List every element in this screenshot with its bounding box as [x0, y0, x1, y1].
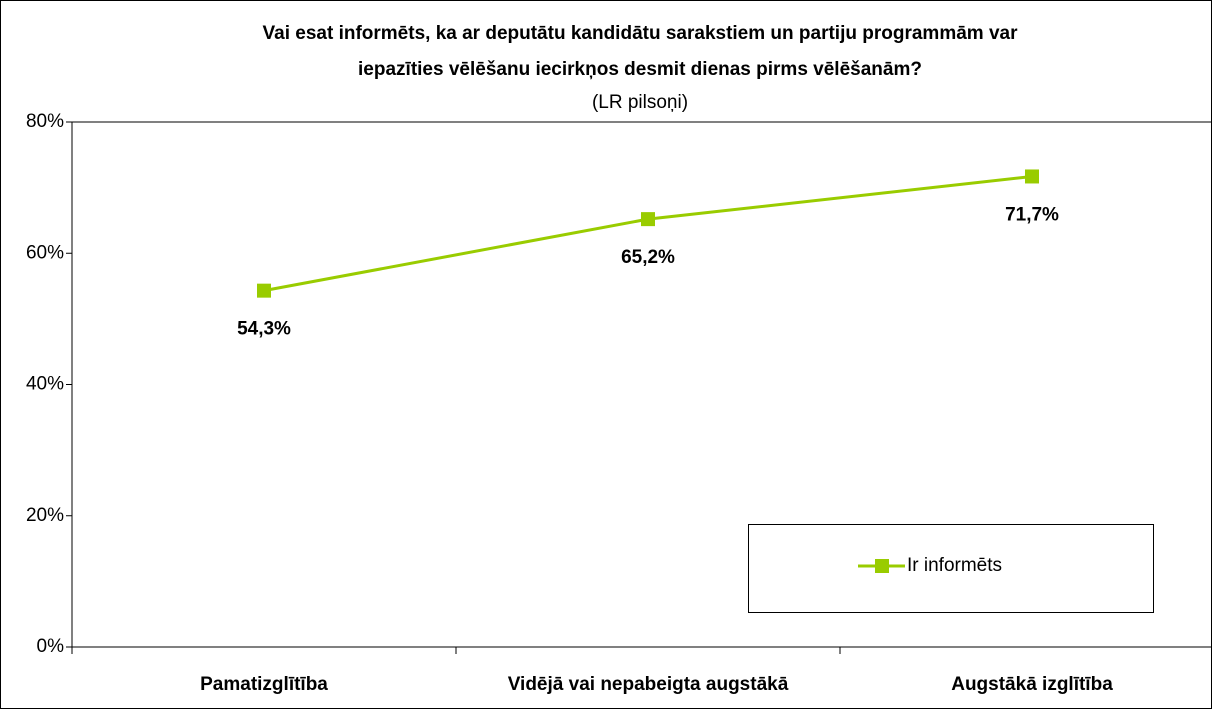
- point-marker: [641, 212, 655, 227]
- y-tick-label: 60%: [26, 242, 64, 263]
- chart-subtitle: (LR pilsoņi): [592, 92, 688, 113]
- y-tick-label: 80%: [26, 111, 64, 132]
- y-tick-label: 20%: [26, 505, 64, 526]
- point-marker: [1025, 169, 1039, 184]
- x-tick-label: Augstākā izglītība: [951, 674, 1113, 695]
- x-tick-label: Pamatizglītība: [200, 674, 328, 695]
- chart-title: Vai esat informēts, ka ar deputātu kandi…: [263, 23, 1019, 44]
- y-tick-label: 40%: [26, 374, 64, 395]
- data-label: 54,3%: [237, 319, 291, 340]
- point-marker: [257, 283, 271, 298]
- data-label: 71,7%: [1005, 204, 1059, 225]
- y-tick-label: 0%: [37, 636, 65, 657]
- legend-marker: [875, 559, 889, 573]
- x-tick-label: Vidējā vai nepabeigta augstākā: [508, 674, 789, 695]
- data-label: 65,2%: [621, 247, 675, 268]
- chart-title: iepazīties vēlēšanu iecirkņos desmit die…: [358, 59, 922, 80]
- legend-box: [748, 524, 1154, 613]
- legend-label: Ir informēts: [907, 555, 1002, 576]
